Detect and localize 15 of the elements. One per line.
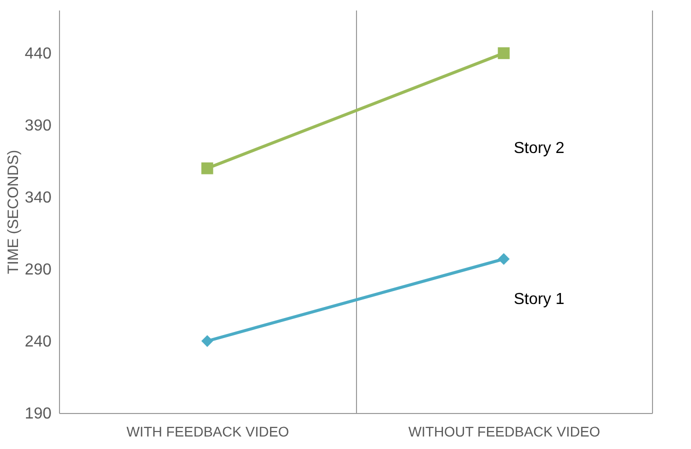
- text: Story 2: [514, 140, 565, 158]
- series-label: Story 1: [514, 290, 565, 308]
- point: [498, 47, 510, 60]
- y-tick-label: 190: [24, 406, 52, 422]
- y-tick-label: 240: [24, 334, 52, 351]
- y-tick-label: 340: [24, 190, 52, 207]
- x-tick-label: WITHOUT FEEDBACK VIDEO: [408, 424, 600, 440]
- y-axis-title: TIME (SECONDS): [4, 150, 22, 274]
- y-tick-label: 440: [24, 46, 52, 63]
- y-tick-label: 390: [24, 118, 52, 135]
- point: [201, 335, 214, 347]
- x-tick-label: WITH FEEDBACK VIDEO: [126, 424, 290, 440]
- point: [201, 162, 214, 174]
- y-tick-label: 290: [24, 262, 52, 279]
- point: [498, 253, 510, 265]
